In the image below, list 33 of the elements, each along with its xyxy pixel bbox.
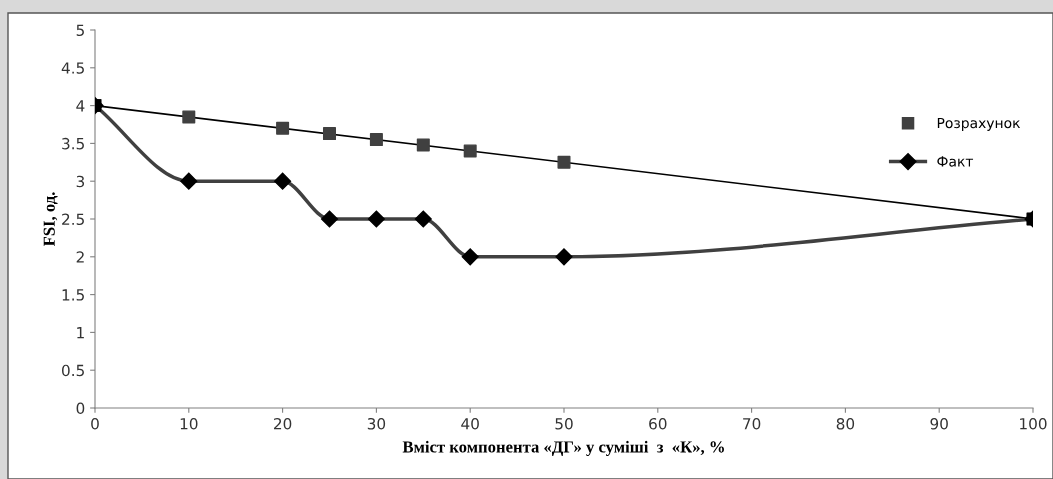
point	[369, 133, 383, 147]
y-tick-label: 2.5	[62, 213, 84, 226]
legend-label: Розрахунок	[937, 117, 1021, 131]
y-tick-label: 0.5	[61, 364, 84, 377]
x-tick-label: 70	[743, 417, 761, 430]
y-tick-label: 5	[76, 24, 84, 37]
y-axis-title: FSI, од.	[43, 192, 58, 247]
point	[557, 155, 571, 169]
x-tick-label: 40	[461, 417, 479, 430]
point	[322, 127, 337, 141]
point	[276, 121, 290, 135]
y-tick-label: 1.5	[62, 289, 84, 301]
x-tick-label: 20	[274, 417, 292, 430]
y-tick-label: 0	[76, 402, 85, 415]
point	[182, 110, 196, 124]
x-tick-label: 60	[649, 417, 667, 430]
legend-label: Факт	[937, 156, 974, 167]
y-tick-label: 3.5	[62, 137, 84, 150]
point	[463, 144, 477, 158]
x-tick-label: 80	[836, 417, 855, 430]
y-tick-label: 1	[77, 327, 84, 339]
x-tick-label: 30	[367, 417, 386, 430]
y-tick-label: 4.5	[61, 62, 84, 74]
y-tick-label: 4	[76, 100, 85, 112]
x-tick-label: 100	[1020, 417, 1047, 430]
x-tick-label: 50	[555, 417, 573, 430]
point	[416, 138, 430, 152]
x-tick-label: 10	[180, 417, 198, 430]
x-axis-title: Вміст компонента «ДГ» у суміші з «К», %	[402, 440, 724, 456]
y-tick-label: 3	[76, 175, 85, 188]
x-tick-label: 0	[91, 417, 99, 430]
x-tick-label: 90	[930, 417, 948, 430]
y-tick-label: 2	[76, 251, 84, 263]
